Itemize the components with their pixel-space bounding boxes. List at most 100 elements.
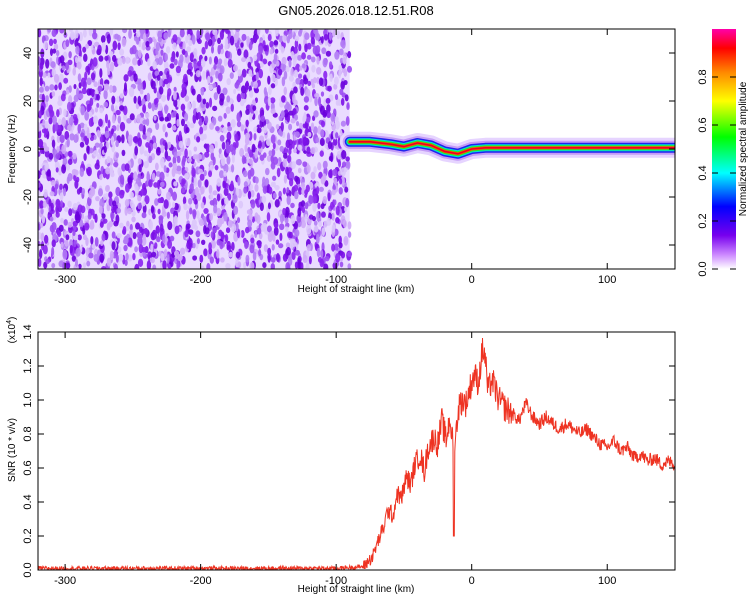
noise-speckle bbox=[157, 188, 162, 195]
y-tick-label: 0.4 bbox=[22, 494, 34, 509]
noise-speckle bbox=[74, 29, 79, 39]
noise-speckle bbox=[77, 234, 82, 241]
colorbar-ticks: 0.0 0.2 0.4 0.6 0.8 bbox=[697, 69, 736, 277]
noise-speckle bbox=[45, 58, 50, 69]
noise-speckle bbox=[159, 171, 165, 182]
noise-speckle bbox=[109, 84, 113, 94]
noise-speckle bbox=[147, 102, 152, 110]
noise-speckle bbox=[236, 93, 242, 103]
snr-y-ticks: 0.0 0.2 0.4 0.6 0.8 1.0 1.2 1.4 bbox=[22, 324, 675, 578]
noise-speckle bbox=[265, 167, 270, 176]
spectrogram-y-ticks: 40 20 0 -20 -40 bbox=[22, 47, 675, 253]
noise-speckle bbox=[255, 71, 259, 82]
noise-speckle bbox=[169, 63, 175, 69]
noise-speckle bbox=[54, 183, 59, 190]
noise-speckle bbox=[49, 191, 55, 197]
noise-speckle bbox=[55, 211, 60, 218]
noise-speckle bbox=[328, 169, 333, 179]
noise-speckle bbox=[336, 98, 341, 106]
noise-speckle bbox=[157, 110, 163, 117]
noise-speckle bbox=[262, 262, 267, 269]
noise-speckle bbox=[226, 95, 231, 103]
chart-title: GN05.2026.018.12.51.R08 bbox=[278, 3, 433, 18]
noise-speckle bbox=[240, 92, 246, 99]
noise-speckle bbox=[294, 131, 300, 138]
noise-speckle bbox=[270, 83, 276, 89]
noise-speckle bbox=[319, 105, 325, 116]
noise-speckle bbox=[224, 234, 229, 243]
noise-speckle bbox=[75, 45, 80, 55]
noise-speckle bbox=[63, 108, 67, 117]
noise-speckle bbox=[326, 111, 331, 119]
noise-speckle bbox=[131, 203, 136, 212]
noise-speckle bbox=[220, 257, 225, 263]
noise-speckle bbox=[168, 162, 173, 168]
noise-speckle bbox=[216, 193, 221, 202]
noise-speckle bbox=[193, 177, 198, 187]
noise-speckle bbox=[58, 224, 64, 232]
noise-speckle bbox=[266, 225, 272, 233]
noise-speckle bbox=[204, 115, 209, 124]
noise-speckle bbox=[256, 52, 261, 62]
noise-speckle bbox=[61, 144, 67, 155]
noise-speckle bbox=[71, 153, 77, 160]
noise-speckle bbox=[117, 167, 122, 176]
noise-speckle bbox=[330, 112, 336, 122]
noise-speckle bbox=[180, 103, 186, 112]
noise-speckle bbox=[302, 136, 308, 147]
noise-speckle bbox=[143, 160, 149, 169]
noise-speckle bbox=[87, 212, 92, 220]
noise-speckle bbox=[285, 222, 290, 228]
noise-speckle bbox=[69, 31, 76, 40]
noise-speckle bbox=[137, 181, 143, 187]
noise-speckle bbox=[283, 174, 288, 184]
noise-speckle bbox=[146, 170, 150, 181]
noise-speckle bbox=[217, 44, 221, 55]
noise-speckle bbox=[274, 199, 280, 208]
noise-speckle bbox=[106, 155, 111, 164]
noise-speckle bbox=[310, 122, 315, 131]
noise-speckle bbox=[226, 240, 231, 250]
noise-speckle bbox=[283, 152, 288, 159]
noise-speckle bbox=[44, 162, 48, 172]
noise-speckle bbox=[132, 29, 137, 34]
noise-speckle bbox=[303, 104, 309, 111]
noise-speckle bbox=[186, 101, 192, 111]
noise-speckle bbox=[200, 87, 205, 96]
noise-speckle bbox=[240, 230, 245, 238]
y-tick-label: -20 bbox=[22, 189, 34, 205]
noise-speckle bbox=[267, 202, 271, 210]
noise-speckle bbox=[307, 80, 312, 87]
noise-speckle bbox=[197, 168, 204, 174]
spectrogram-x-ticks: -300 -200 -100 0 100 bbox=[54, 29, 616, 286]
noise-speckle bbox=[331, 189, 336, 196]
noise-speckle bbox=[189, 52, 194, 61]
noise-speckle bbox=[39, 61, 44, 70]
noise-speckle bbox=[106, 184, 110, 191]
noise-speckle bbox=[336, 150, 342, 160]
noise-speckle bbox=[119, 121, 126, 132]
noise-speckle bbox=[133, 171, 138, 182]
noise-speckle bbox=[38, 231, 42, 240]
noise-speckle bbox=[218, 229, 223, 237]
noise-speckle bbox=[122, 29, 128, 34]
noise-speckle bbox=[317, 125, 321, 135]
noise-speckle bbox=[205, 32, 211, 42]
noise-speckle bbox=[183, 203, 188, 211]
noise-speckle bbox=[188, 149, 192, 160]
noise-speckle bbox=[256, 127, 262, 134]
noise-speckle bbox=[73, 239, 77, 248]
noise-speckle bbox=[209, 256, 215, 264]
noise-speckle bbox=[152, 264, 157, 269]
noise-speckle bbox=[142, 233, 147, 241]
noise-speckle bbox=[131, 210, 136, 217]
noise-speckle bbox=[333, 199, 337, 206]
noise-speckle bbox=[166, 254, 170, 264]
noise-speckle bbox=[151, 172, 156, 181]
noise-speckle bbox=[200, 186, 205, 195]
noise-speckle bbox=[75, 258, 79, 268]
noise-speckle bbox=[88, 190, 94, 199]
noise-speckle bbox=[274, 29, 279, 37]
noise-speckle bbox=[335, 132, 339, 139]
noise-speckle bbox=[220, 204, 225, 210]
